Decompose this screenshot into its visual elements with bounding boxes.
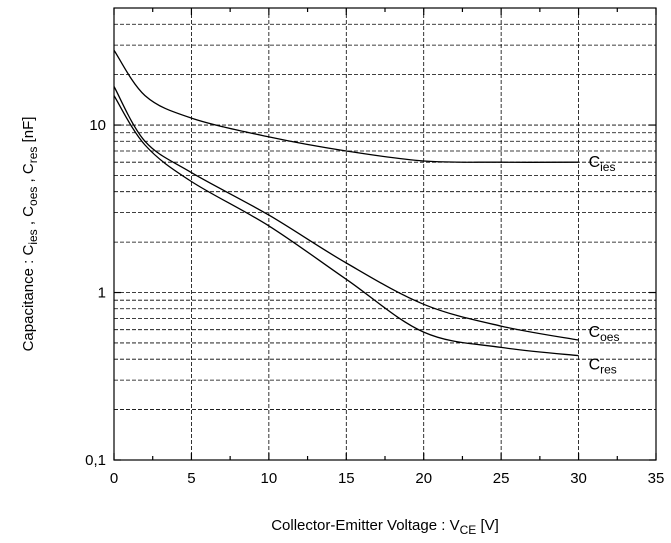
x-tick-labels: 0 5 10 15 20 25 30 35 (110, 470, 665, 487)
y-tick-label: 0,1 (85, 452, 106, 469)
series-label-cres: Cres (589, 357, 617, 377)
series-curves (113, 49, 579, 357)
y-tick-label: 1 (98, 285, 106, 302)
x-tick-label: 30 (570, 470, 587, 487)
x-tick-label: 35 (648, 470, 665, 487)
axis-ticks (113, 8, 657, 461)
x-axis-label: Collector-Emitter Voltage : VCE [V] (271, 517, 499, 537)
x-tick-label: 20 (415, 470, 432, 487)
y-axis-label-subscript: res (26, 147, 40, 164)
series-label-subscript: oes (600, 330, 619, 344)
series-label-cies: Cies (589, 154, 616, 174)
x-tick-label: 15 (338, 470, 355, 487)
y-axis-label-text: , C (20, 163, 37, 187)
x-axis-label-subscript: CE (460, 523, 477, 537)
x-axis-label-main: Collector-Emitter Voltage : V (271, 517, 459, 534)
plot-frame (113, 7, 657, 461)
series-label-subscript: res (600, 363, 617, 377)
x-tick-label: 5 (187, 470, 195, 487)
x-tick-label: 10 (261, 470, 278, 487)
series-label-coes: Coes (589, 324, 620, 344)
series-line-cies (113, 49, 579, 163)
y-axis-label-text: , C (20, 206, 37, 230)
y-axis-label-subscript: ies (26, 229, 40, 244)
y-axis-label-text: Capacitance : C (20, 245, 37, 352)
x-tick-label: 0 (110, 470, 118, 487)
y-axis-label-subscript: oes (26, 187, 40, 206)
series-label-main: C (589, 324, 601, 341)
series-label-main: C (589, 154, 601, 171)
series-label-main: C (589, 357, 601, 374)
y-tick-label: 10 (89, 117, 106, 134)
y-axis-label-text: [nF] (20, 117, 37, 147)
series-line-coes (113, 86, 579, 341)
x-axis-label-unit: [V] (476, 517, 499, 534)
y-tick-labels: 0,1 1 10 (85, 117, 106, 469)
series-line-cres (113, 95, 579, 357)
series-label-subscript: ies (600, 160, 615, 174)
grid-lines (114, 7, 656, 460)
y-axis-label: Capacitance : Cies , Coes , Cres [nF] (20, 117, 40, 352)
x-tick-label: 25 (493, 470, 510, 487)
